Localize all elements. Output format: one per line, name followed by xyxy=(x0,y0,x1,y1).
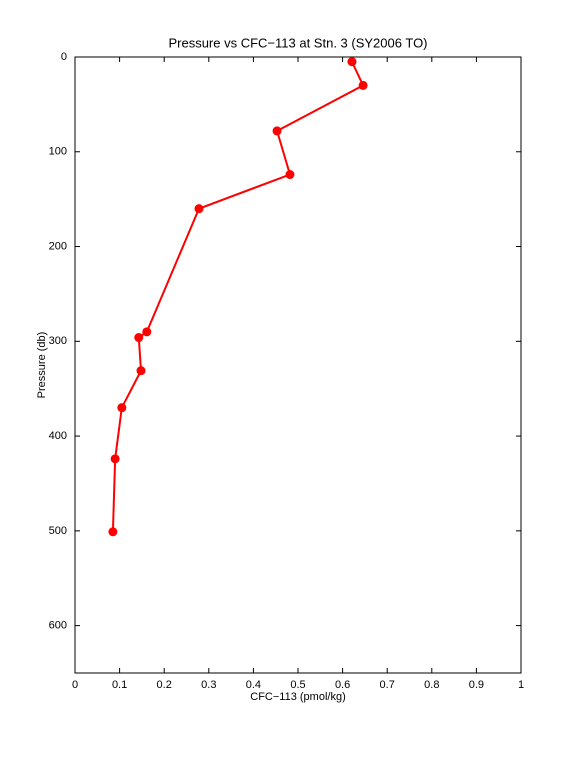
y-tick-label: 300 xyxy=(49,335,67,347)
x-tick-label: 0.5 xyxy=(290,679,305,691)
x-axis-label: CFC−113 (pmol/kg) xyxy=(250,691,345,703)
data-point xyxy=(358,80,368,90)
x-tick-label: 0.2 xyxy=(157,679,172,691)
y-tick-label: 0 xyxy=(61,51,67,63)
x-tick-label: 0.9 xyxy=(469,679,484,691)
x-tick-label: 1 xyxy=(518,679,524,691)
x-tick-label: 0.1 xyxy=(112,679,127,691)
data-point xyxy=(136,366,146,376)
data-point xyxy=(194,204,204,214)
x-tick-label: 0.3 xyxy=(201,679,216,691)
data-point xyxy=(108,527,118,537)
data-point xyxy=(347,57,357,67)
x-tick-label: 0 xyxy=(72,679,78,691)
data-point xyxy=(110,454,120,464)
x-tick-label: 0.7 xyxy=(380,679,395,691)
data-point xyxy=(142,327,152,337)
data-point xyxy=(272,126,282,136)
chart-title: Pressure vs CFC−113 at Stn. 3 (SY2006 TO… xyxy=(168,35,427,50)
x-tick-label: 0.8 xyxy=(424,679,439,691)
y-tick-label: 200 xyxy=(49,240,67,252)
y-tick-label: 400 xyxy=(49,430,67,442)
x-tick-label: 0.6 xyxy=(335,679,350,691)
data-point xyxy=(285,170,295,180)
data-point xyxy=(117,403,127,413)
data-point xyxy=(134,333,144,343)
y-tick-label: 600 xyxy=(49,620,67,632)
y-axis-label: Pressure (db) xyxy=(36,332,48,399)
y-tick-label: 100 xyxy=(49,146,67,158)
x-tick-label: 0.4 xyxy=(246,679,261,691)
y-tick-label: 500 xyxy=(49,525,67,537)
